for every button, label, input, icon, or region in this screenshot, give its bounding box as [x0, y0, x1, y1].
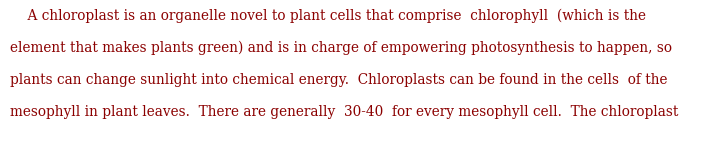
- Text: A chloroplast is an organelle novel to plant cells that comprise  chlorophyll  (: A chloroplast is an organelle novel to p…: [10, 9, 646, 23]
- Text: mesophyll in plant leaves.  There are generally  30-40  for every mesophyll cell: mesophyll in plant leaves. There are gen…: [10, 105, 679, 119]
- Text: element that makes plants green) and is in charge of empowering photosynthesis t: element that makes plants green) and is …: [10, 41, 672, 55]
- Text: plants can change sunlight into chemical energy.  Chloroplasts can be found in t: plants can change sunlight into chemical…: [10, 73, 667, 87]
